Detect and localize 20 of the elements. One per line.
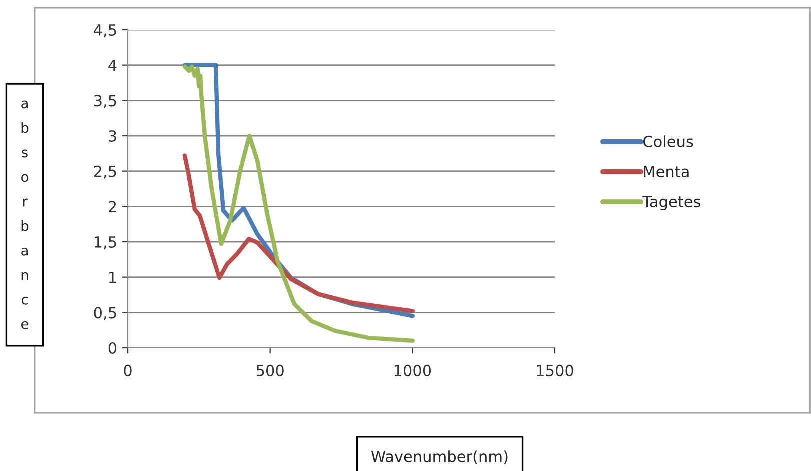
legend-label: Tagetes bbox=[642, 196, 701, 211]
y-tick-label: 1 bbox=[110, 272, 116, 284]
x-tick-label: 1000 bbox=[394, 364, 432, 376]
y-tick-label: 3 bbox=[109, 130, 116, 142]
x-axis-title: Wavenumber(nm) bbox=[371, 450, 508, 464]
y-tick-label: 2 bbox=[108, 201, 116, 212]
text: absorbance bbox=[21, 100, 29, 330]
x-tick-label: 0 bbox=[124, 364, 132, 376]
x-tick-label: 1500 bbox=[537, 364, 574, 376]
y-tick-label: 4,5 bbox=[94, 24, 116, 38]
y-tick-label: 4 bbox=[108, 60, 117, 72]
line-series bbox=[182, 154, 416, 314]
x-tick-label: 500 bbox=[256, 364, 284, 376]
y-tick-label: 0,5 bbox=[94, 307, 116, 320]
legend-label: Coleus bbox=[643, 136, 694, 148]
y-tick-label: 3,5 bbox=[94, 95, 116, 108]
y-tick-label: 2,5 bbox=[94, 166, 116, 179]
y-tick-label: 0 bbox=[108, 342, 117, 354]
y-tick-label: 1,5 bbox=[94, 236, 116, 250]
legend-label: Menta bbox=[644, 166, 689, 178]
